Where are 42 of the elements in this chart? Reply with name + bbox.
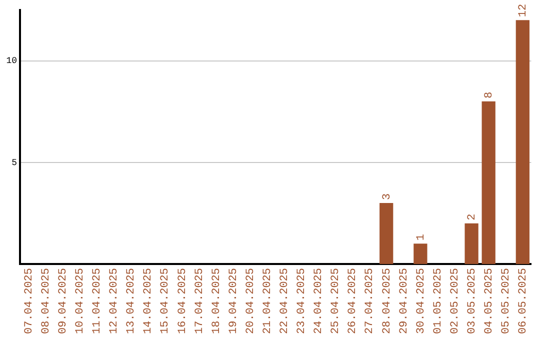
bar	[482, 101, 496, 264]
x-tick-label: 10.04.2025	[74, 268, 87, 334]
bar	[516, 20, 530, 264]
x-tick-label: 15.04.2025	[160, 268, 172, 334]
x-tick-label: 05.05.2025	[500, 268, 513, 334]
x-tick-label: 28.04.2025	[381, 268, 394, 334]
bar	[380, 203, 394, 264]
bar	[464, 223, 478, 264]
x-tick-label: 09.04.2025	[58, 268, 70, 334]
x-tick-label: 16.04.2025	[176, 268, 189, 334]
y-tick-label: 10	[6, 56, 17, 66]
x-tick-label: 13.04.2025	[126, 268, 138, 334]
x-tick-label: 18.04.2025	[210, 268, 223, 334]
x-tick-label: 07.04.2025	[23, 268, 36, 334]
data-label: 8	[483, 92, 496, 98]
x-tick-label: 17.04.2025	[194, 268, 206, 334]
x-tick-label: 12.04.2025	[108, 268, 121, 334]
x-tick-label: 06.05.2025	[518, 268, 530, 334]
x-tick-label: 03.05.2025	[466, 268, 478, 334]
data-label: 2	[466, 214, 478, 220]
x-tick-label: 21.04.2025	[262, 268, 274, 334]
y-tick-label: 5	[12, 158, 17, 168]
x-tick-label: 29.04.2025	[398, 268, 410, 334]
x-tick-label: 14.04.2025	[142, 268, 155, 334]
x-tick-label: 22.04.2025	[279, 268, 292, 334]
x-tick-label: 27.04.2025	[364, 268, 376, 334]
x-tick-label: 25.04.2025	[330, 268, 342, 334]
x-tick-label: 19.04.2025	[228, 268, 240, 334]
x-tick-label: 08.04.2025	[40, 268, 52, 334]
x-tick-label: 01.05.2025	[432, 268, 444, 334]
x-tick-label: 02.05.2025	[449, 268, 462, 334]
data-label: 3	[381, 193, 394, 200]
data-label: 12	[518, 4, 530, 18]
bar	[414, 244, 428, 264]
x-tick-label: 30.04.2025	[415, 268, 428, 334]
x-tick-label: 04.05.2025	[483, 268, 496, 334]
x-tick-label: 23.04.2025	[296, 268, 308, 334]
x-tick-label: 11.04.2025	[92, 268, 104, 334]
x-tick-label: 20.04.2025	[244, 268, 257, 334]
x-tick-label: 24.04.2025	[313, 268, 326, 334]
x-tick-label: 26.04.2025	[347, 268, 360, 334]
data-label: 1	[415, 234, 428, 241]
